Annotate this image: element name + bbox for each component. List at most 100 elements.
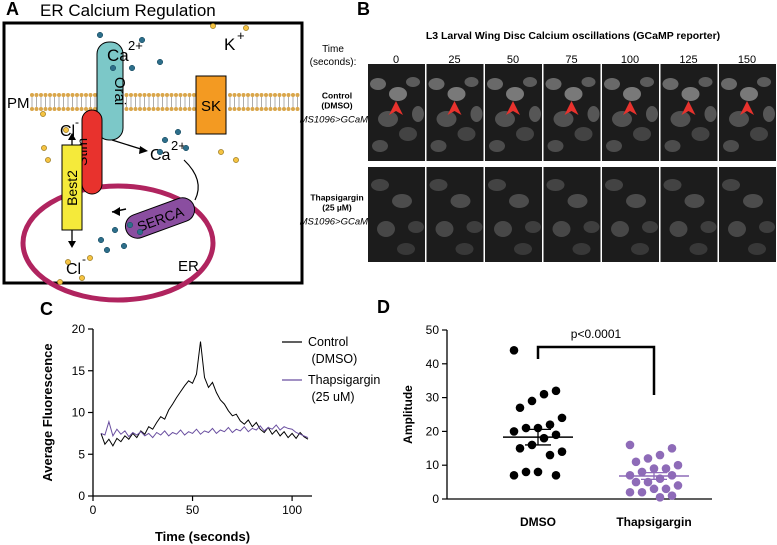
lipid-head	[70, 107, 75, 111]
red-arrowhead	[447, 101, 462, 115]
series-line	[100, 419, 309, 439]
calcium-ion	[174, 128, 182, 136]
cell-signal	[436, 111, 457, 127]
lipid-head	[178, 107, 183, 111]
lipid-head	[66, 93, 70, 97]
cell-signal	[743, 194, 763, 208]
data-point	[649, 464, 659, 473]
panel-letter: C	[40, 299, 53, 319]
ion	[41, 145, 47, 151]
lipid-head	[295, 107, 300, 111]
y-tick-label: 20	[72, 322, 86, 336]
cell-signal	[583, 221, 600, 233]
lipid-head	[268, 93, 273, 97]
calcium-ion	[120, 242, 128, 250]
data-point	[545, 420, 555, 429]
lipid-head	[93, 93, 97, 97]
y-axis-title: Average Fluorescence	[40, 343, 55, 481]
orai-channel	[96, 41, 124, 141]
cell-signal	[408, 221, 424, 233]
series-line	[100, 341, 309, 447]
data-point	[515, 403, 525, 413]
lipid-head	[250, 93, 255, 97]
significance-bracket	[536, 345, 656, 395]
lipid-head	[291, 93, 295, 97]
lipid-head	[61, 93, 66, 97]
lipid-head	[259, 107, 264, 111]
x-tick-label: DMSO	[520, 515, 556, 529]
y-tick-label: 0	[432, 492, 439, 506]
cell-signal	[447, 87, 466, 101]
lipid-head	[237, 93, 241, 97]
lipid-head	[39, 93, 43, 97]
time-label: Time	[322, 44, 344, 55]
calcium-ion	[138, 36, 146, 44]
lipid-head	[268, 107, 273, 111]
lipid-head	[291, 107, 295, 111]
lipid-head	[192, 107, 196, 111]
lipid-head	[43, 107, 48, 111]
cell-signal	[611, 221, 629, 237]
lipid-head	[79, 107, 84, 111]
row-label: Thapsigargin	[310, 193, 363, 203]
sk-label: SK	[201, 98, 221, 115]
cell-signal	[430, 140, 447, 152]
calcium-ion	[97, 236, 105, 244]
lipid-head	[277, 107, 282, 111]
calcium-ion	[136, 228, 144, 236]
y-tick-label: 20	[426, 424, 440, 438]
cell-signal	[642, 221, 658, 233]
cell-signal	[691, 127, 710, 141]
cell-signal	[397, 243, 415, 255]
red-arrowhead	[623, 101, 637, 115]
data-point	[533, 467, 543, 477]
lipid-head	[129, 93, 133, 97]
lipid-head	[75, 93, 79, 97]
y-tick-label: 50	[426, 323, 440, 337]
lipid-head	[133, 107, 138, 111]
data-point	[631, 477, 641, 487]
row-label: Control	[322, 91, 352, 101]
calcium-ion	[161, 136, 169, 144]
data-point	[509, 345, 519, 355]
lipid-head	[295, 93, 300, 97]
cell-signal	[759, 221, 775, 233]
lipid-head	[66, 107, 70, 111]
row-label: (DMSO)	[321, 101, 352, 111]
lipid-head	[48, 93, 52, 97]
calcium-ion	[109, 64, 117, 72]
panel-letter: D	[377, 297, 390, 317]
ion-label: K	[224, 35, 236, 54]
lipid-head	[259, 93, 264, 97]
lipid-head	[169, 107, 174, 111]
cell-signal	[662, 78, 679, 90]
ion	[233, 157, 239, 163]
ion-charge: -	[75, 115, 79, 129]
data-point	[667, 491, 677, 500]
cell-signal	[574, 127, 593, 141]
cell-signal	[516, 127, 534, 141]
cell-signal	[514, 243, 532, 255]
ion-dots	[40, 23, 249, 285]
cell-signal	[564, 87, 583, 101]
time-point: 75	[565, 54, 577, 66]
lipid-head	[237, 107, 241, 111]
lipid-head	[174, 107, 178, 111]
lipid-head	[241, 107, 246, 111]
cell-signal	[664, 140, 681, 152]
y-tick-label: 5	[78, 447, 85, 461]
lipid-head	[133, 93, 138, 97]
panel-title: L3 Larval Wing Disc Calcium oscillations…	[426, 30, 720, 42]
cell-signal	[392, 194, 412, 208]
legend-label: Thapsigargin (25 uM)	[308, 373, 380, 404]
ion	[79, 275, 85, 281]
lipid-head	[282, 107, 286, 111]
cell-signal	[378, 111, 398, 127]
micrograph	[660, 167, 718, 262]
lipid-head	[34, 93, 39, 97]
y-tick-label: 10	[72, 406, 86, 420]
cell-signal	[553, 111, 574, 127]
er-label: ER	[178, 258, 199, 275]
ion-charge: 2+	[128, 38, 143, 53]
